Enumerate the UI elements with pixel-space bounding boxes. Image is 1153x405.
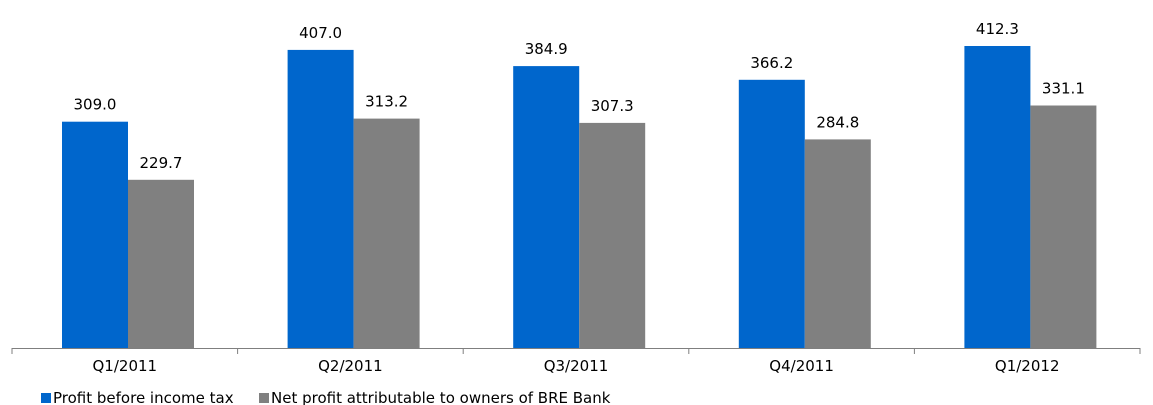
legend-swatch-profit-before-tax (41, 393, 51, 403)
bar-q3-2011-series-1 (579, 122, 646, 349)
data-label-q3-2011-series-1: 307.3 (591, 97, 634, 115)
x-tick-label-q2-2011: Q2/2011 (318, 357, 383, 375)
data-label-q4-2011-series-0: 366.2 (750, 54, 793, 72)
x-tick-label-q4-2011: Q4/2011 (769, 357, 834, 375)
data-label-q2-2011-series-1: 313.2 (365, 93, 408, 111)
data-label-q1-2011-series-1: 229.7 (140, 154, 183, 172)
data-label-q2-2011-series-0: 407.0 (299, 24, 342, 42)
legend-label-net-profit: Net profit attributable to owners of BRE… (271, 389, 611, 405)
legend: Profit before income tax Net profit attr… (41, 389, 611, 405)
data-labels-layer: 309.0 229.7 407.0 313.2 384.9 307.3 366.2 284.8… (74, 20, 1085, 172)
legend-swatch-net-profit (259, 393, 269, 403)
bar-q4-2011-series-1 (804, 139, 871, 348)
data-label-q3-2011-series-0: 384.9 (525, 40, 568, 58)
x-tick-label-q1-2011: Q1/2011 (93, 357, 158, 375)
bar-q1-2011-series-1 (128, 179, 194, 348)
x-tick-label-q1-2012: Q1/2012 (995, 357, 1060, 375)
bar-q2-2011-series-0 (287, 49, 354, 349)
bar-q3-2011-series-0 (513, 66, 580, 348)
data-label-q1-2012-series-1: 331.1 (1042, 80, 1085, 98)
bar-q2-2011-series-1 (353, 118, 420, 348)
data-label-q4-2011-series-1: 284.8 (816, 113, 859, 131)
x-axis: Q1/2011 Q2/2011 Q3/2011 Q4/2011 Q1/2012 (11, 348, 1141, 375)
bar-q1-2011-series-0 (62, 121, 128, 348)
bar-q1-2012-series-1 (1030, 105, 1097, 348)
bars-layer (62, 46, 1097, 349)
bar-q1-2012-series-0 (964, 46, 1031, 348)
x-tick-label-q3-2011: Q3/2011 (544, 357, 609, 375)
data-label-q1-2011-series-0: 309.0 (74, 96, 117, 114)
bar-q4-2011-series-0 (738, 79, 805, 349)
legend-label-profit-before-tax: Profit before income tax (53, 389, 234, 405)
data-label-q1-2012-series-0: 412.3 (976, 20, 1019, 38)
